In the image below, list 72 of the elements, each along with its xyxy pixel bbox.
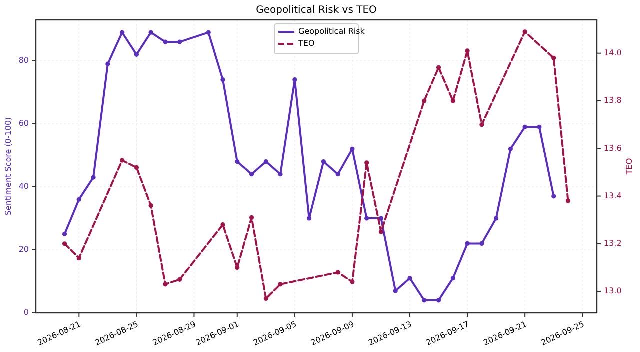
point [508, 146, 513, 152]
point [537, 124, 542, 130]
point [163, 40, 168, 44]
point [552, 56, 556, 60]
point [235, 159, 240, 164]
point [106, 62, 110, 66]
point [450, 98, 456, 104]
y2-tick-label: 13.0 [604, 286, 622, 296]
point [321, 159, 326, 164]
point [422, 98, 427, 104]
point [148, 30, 154, 35]
point [350, 280, 355, 284]
point [480, 122, 484, 128]
y2-tick-label: 13.6 [604, 144, 622, 153]
point [350, 146, 355, 152]
y-tick-label: 0 [24, 308, 29, 318]
point [364, 160, 370, 166]
y-tick-label: 80 [18, 56, 29, 66]
y2-tick-label: 13.8 [604, 96, 622, 106]
y2-axis-title: TEO [625, 158, 634, 176]
point [120, 158, 125, 163]
point [278, 282, 283, 287]
point [91, 175, 96, 180]
point [494, 216, 499, 221]
point [163, 282, 168, 287]
y2-tick-label: 13.4 [604, 191, 622, 200]
point [408, 276, 412, 281]
point [566, 198, 571, 204]
point [378, 230, 384, 234]
point [436, 65, 442, 70]
point [307, 216, 312, 221]
point [134, 52, 139, 57]
point [178, 40, 182, 44]
point [249, 215, 254, 220]
point [450, 276, 456, 281]
point [264, 296, 268, 302]
point [220, 78, 226, 82]
point [480, 241, 484, 246]
point [364, 216, 370, 221]
y-axis-title: Sentiment Score (0-100) [4, 117, 13, 216]
point [522, 30, 528, 34]
y-tick-label: 20 [18, 245, 29, 254]
point [120, 30, 125, 35]
legend-label: TEO [298, 39, 315, 48]
point [249, 172, 254, 177]
point [465, 241, 470, 246]
point [62, 242, 68, 246]
chart-title: Geopolitical Risk vs TEO [256, 5, 378, 16]
point [336, 172, 340, 177]
point [220, 222, 226, 228]
point [76, 197, 82, 202]
point [292, 78, 298, 82]
point [62, 232, 68, 237]
point [76, 256, 82, 261]
point [393, 288, 398, 294]
point [134, 165, 139, 170]
point [552, 194, 556, 199]
point [422, 298, 427, 303]
point [465, 48, 470, 54]
legend-label: Geopolitical Risk [298, 27, 366, 36]
y2-tick-label: 13.2 [604, 239, 622, 248]
point [264, 159, 268, 164]
y-tick-label: 60 [18, 119, 29, 128]
point [522, 124, 528, 130]
point [436, 298, 442, 303]
point [278, 172, 283, 177]
y2-tick-label: 14.0 [604, 48, 622, 58]
y-tick-label: 40 [18, 182, 29, 192]
point [178, 277, 182, 282]
point [206, 30, 211, 35]
point [336, 270, 340, 275]
point [148, 204, 154, 208]
